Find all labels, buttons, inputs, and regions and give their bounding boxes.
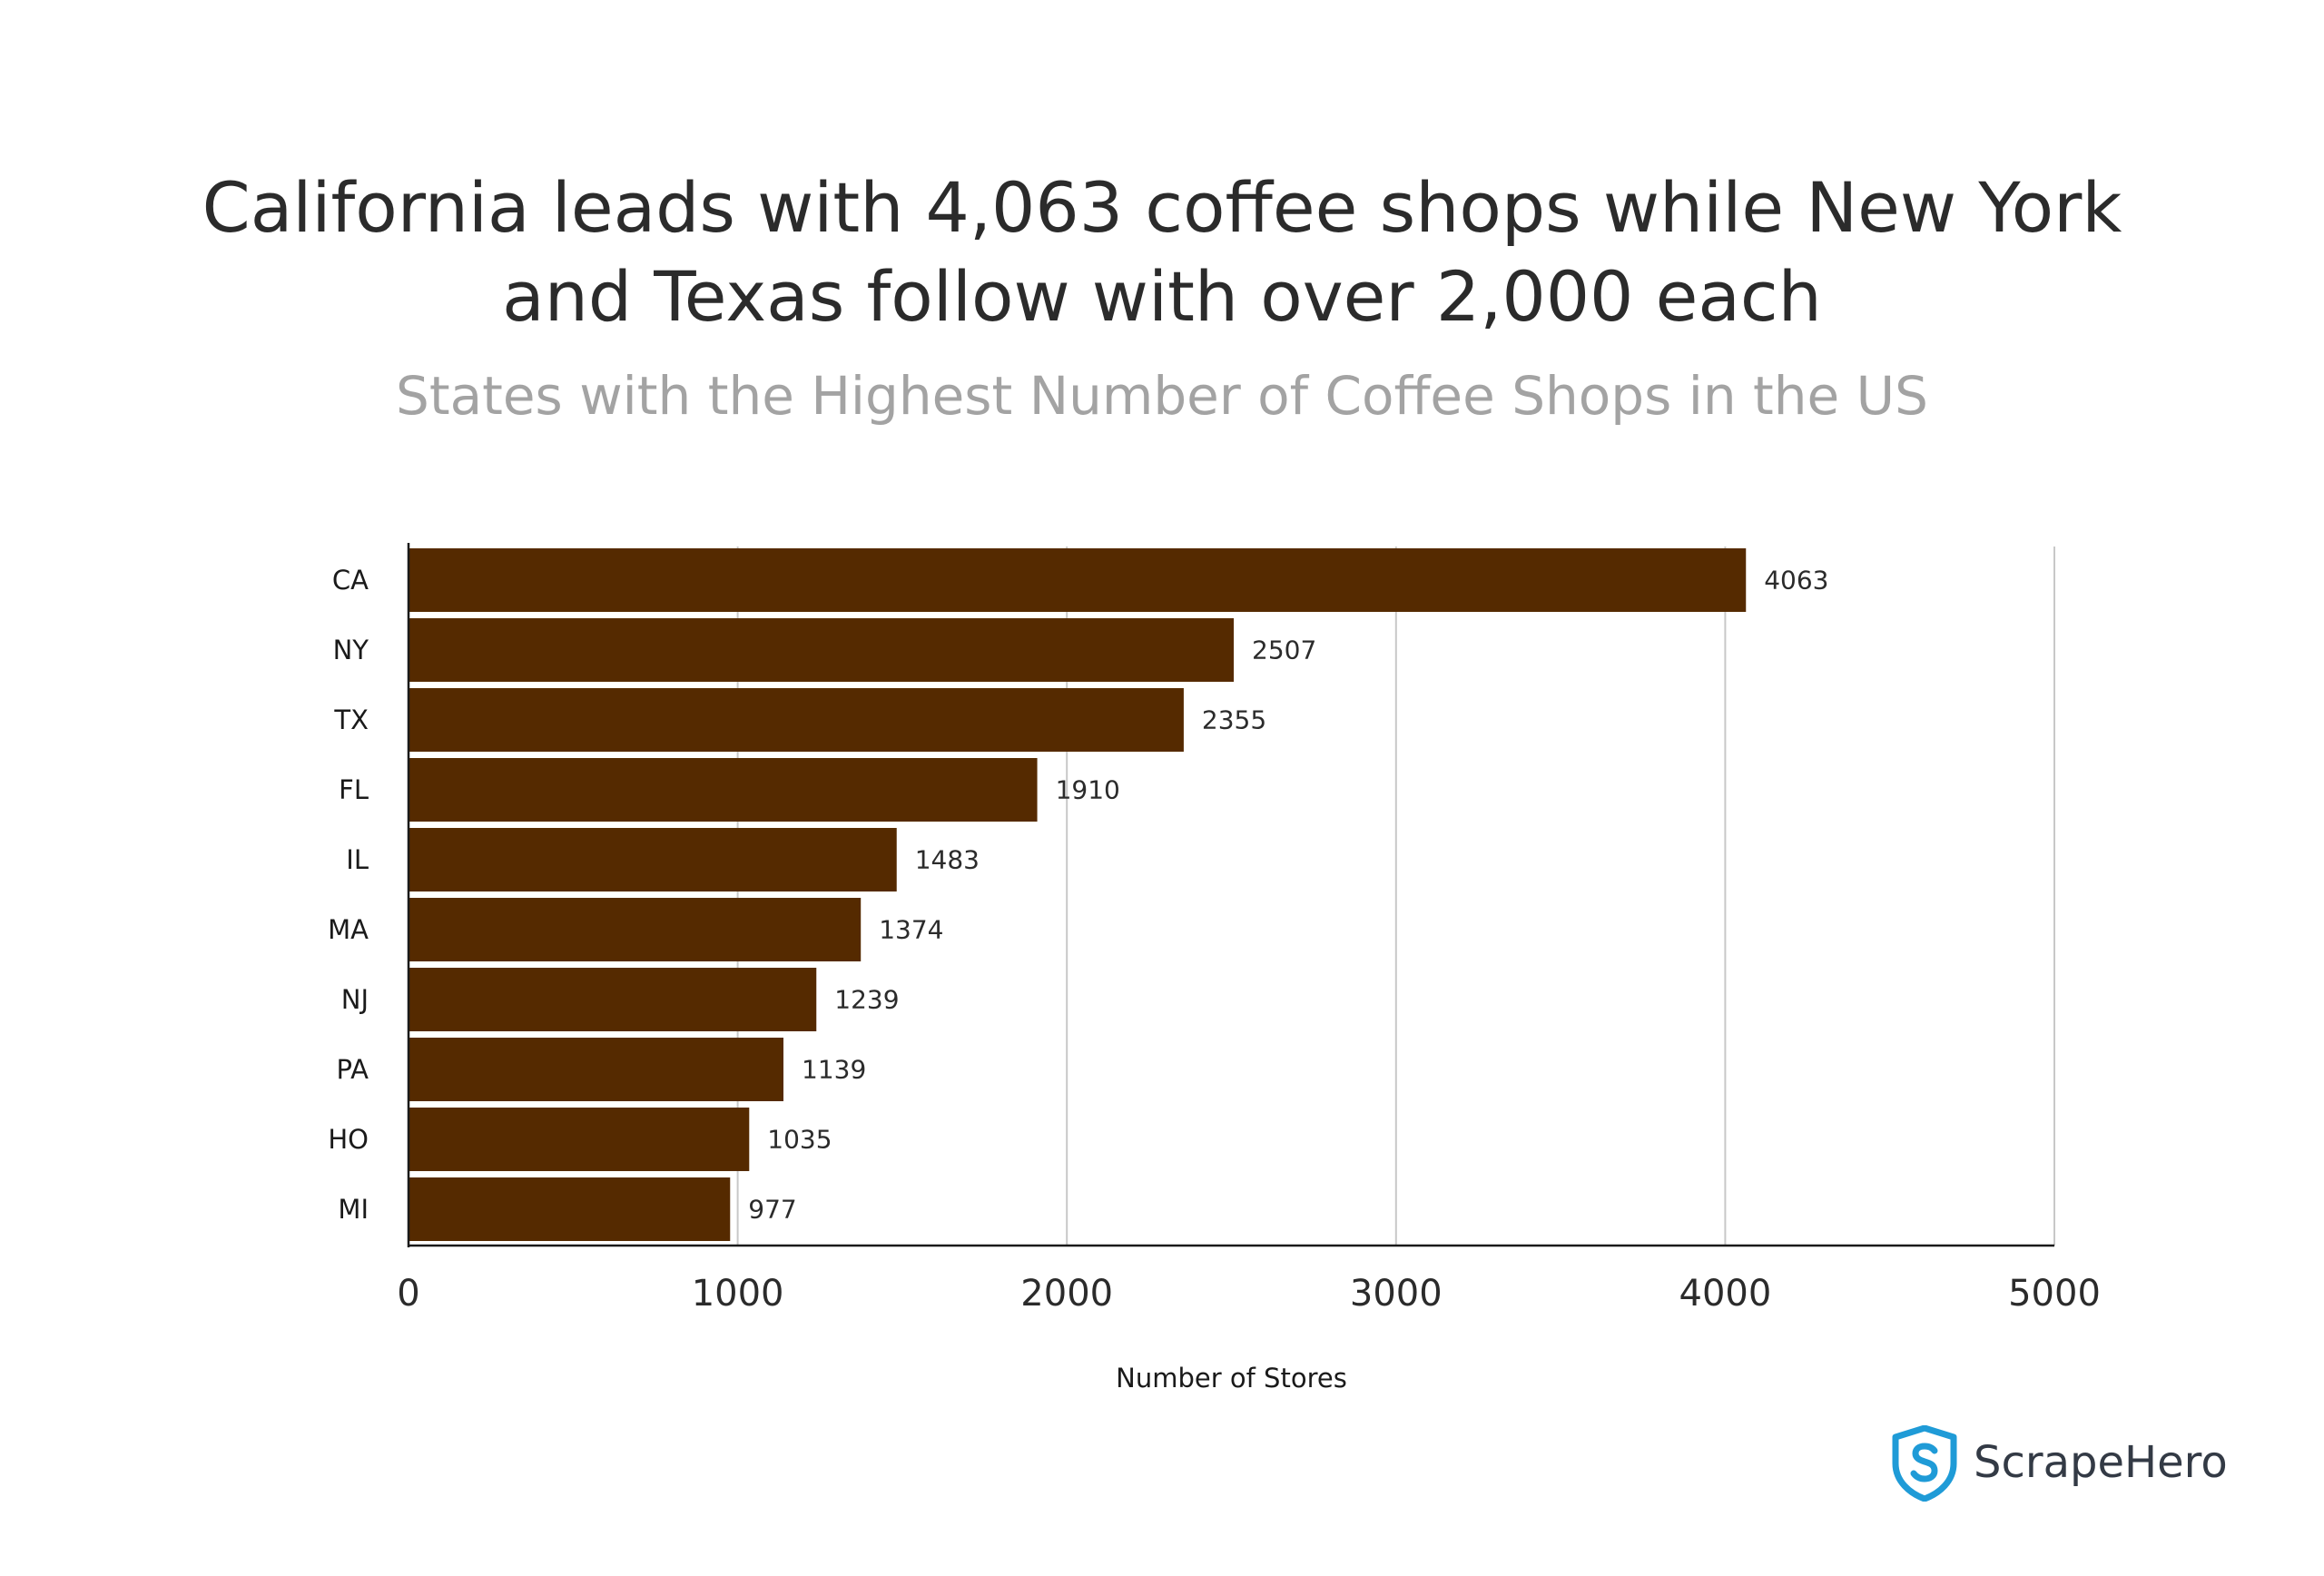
category-label-pa: PA <box>337 1054 369 1085</box>
data-label-ca: 4063 <box>1764 566 1828 596</box>
chart-title: California leads with 4,063 coffee shops… <box>0 163 2324 341</box>
x-tick-label-5000: 5000 <box>2008 1273 2101 1315</box>
data-label-mi: 977 <box>748 1195 796 1225</box>
bar-mi <box>409 1177 731 1241</box>
x-axis-title: Number of Stores <box>1116 1363 1347 1394</box>
x-tick-label-4000: 4000 <box>1679 1273 1772 1315</box>
data-label-pa: 1139 <box>802 1055 866 1085</box>
bar-ma <box>409 898 862 961</box>
data-label-ma: 1374 <box>879 915 943 945</box>
category-label-il: IL <box>346 844 369 875</box>
category-label-ho: HO <box>328 1124 369 1155</box>
scrapehero-logo: ScrapeHero <box>1892 1425 2228 1507</box>
x-tick-label-0: 0 <box>397 1273 419 1315</box>
labels: CA NY TX FL IL MA NJ PA HO MI 4063 2507 2355 1910 1483… <box>328 565 2101 1394</box>
chart-subtitle: States with the Highest Number of Coffee… <box>396 365 1928 427</box>
bars <box>409 548 1747 1241</box>
category-label-fl: FL <box>339 774 369 805</box>
category-label-nj: NJ <box>341 984 369 1015</box>
data-label-tx: 2355 <box>1202 705 1266 735</box>
chart-title-line-1: California leads with 4,063 coffee shops… <box>202 167 2122 248</box>
axes <box>407 543 2054 1247</box>
bar-ca <box>409 548 1747 612</box>
bar-tx <box>409 688 1184 752</box>
x-tick-label-1000: 1000 <box>692 1273 784 1315</box>
bar-ny <box>409 618 1235 682</box>
bar-pa <box>409 1038 784 1101</box>
category-label-tx: TX <box>333 704 369 735</box>
bar-il <box>409 828 897 891</box>
bar-nj <box>409 968 817 1031</box>
data-label-nj: 1239 <box>834 985 899 1015</box>
x-tick-label-2000: 2000 <box>1020 1273 1113 1315</box>
x-tick-label-3000: 3000 <box>1350 1273 1443 1315</box>
bar-ho <box>409 1108 750 1171</box>
bar-fl <box>409 758 1038 822</box>
category-label-ca: CA <box>332 565 369 596</box>
category-label-ny: NY <box>333 635 369 665</box>
category-label-mi: MI <box>338 1194 369 1225</box>
category-label-ma: MA <box>328 914 369 945</box>
data-label-ny: 2507 <box>1252 635 1316 665</box>
data-label-ho: 1035 <box>767 1125 832 1155</box>
shield-icon <box>1892 1425 1957 1502</box>
data-label-il: 1483 <box>915 845 980 875</box>
brand-name: ScrapeHero <box>1974 1437 2228 1488</box>
data-label-fl: 1910 <box>1056 775 1120 805</box>
chart-title-line-2: and Texas follow with over 2,000 each <box>502 256 1822 337</box>
